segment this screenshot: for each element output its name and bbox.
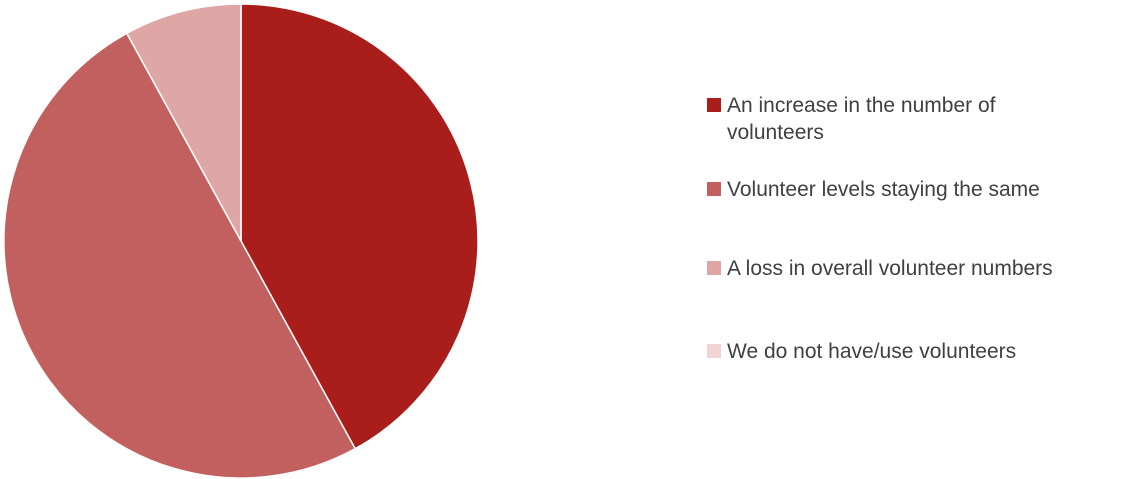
legend-label-increase: An increase in the number of volunteers: [727, 94, 996, 144]
legend-swatch-same: [707, 182, 721, 196]
legend-item-same: Volunteer levels staying the same: [707, 176, 1040, 203]
pie-slice-loss: [125, 3, 242, 242]
legend-swatch-increase: [707, 98, 721, 112]
legend-item-increase: An increase in the number of volunteers: [707, 92, 1087, 146]
pie-slice-increase: [240, 3, 479, 450]
legend-item-none: We do not have/use volunteers: [707, 338, 1016, 365]
legend-item-loss: A loss in overall volunteer numbers: [707, 255, 1053, 282]
pie-plot-area: [3, 3, 479, 479]
legend-swatch-loss: [707, 261, 721, 275]
legend-label-same: Volunteer levels staying the same: [727, 178, 1040, 201]
legend-label-none: We do not have/use volunteers: [727, 340, 1017, 363]
legend-label-loss: A loss in overall volunteer numbers: [727, 257, 1053, 280]
pie-slice-same: [3, 32, 357, 479]
legend-swatch-none: [707, 344, 721, 358]
